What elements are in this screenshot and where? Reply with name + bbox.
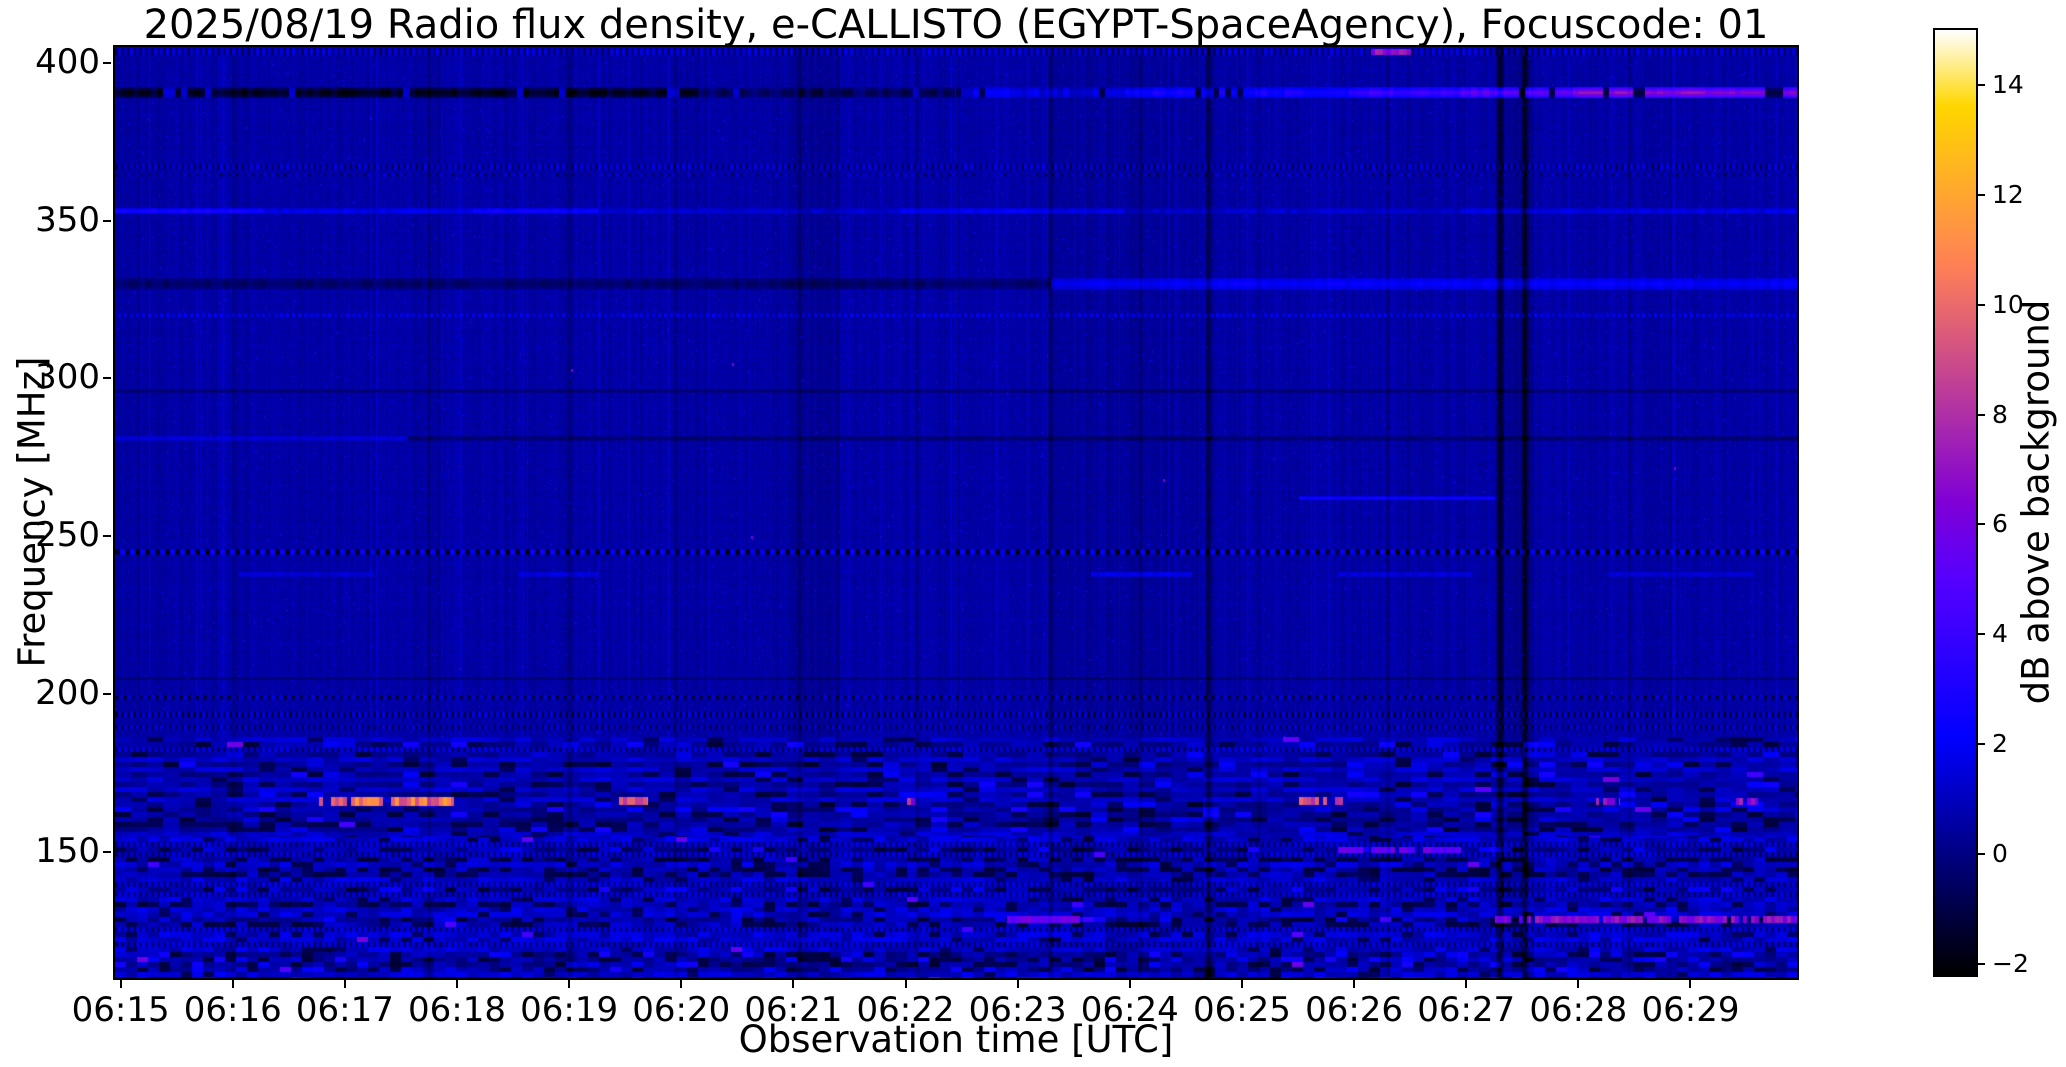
y-tick-mark [103, 535, 111, 538]
x-tick-mark [568, 980, 571, 988]
x-tick-mark [343, 980, 346, 988]
x-tick-mark [231, 980, 234, 988]
x-tick-mark [680, 980, 683, 988]
x-tick-label: 06:22 [856, 990, 955, 1030]
colorbar-tick-label: −2 [1992, 949, 2029, 978]
y-tick-mark [103, 377, 111, 380]
x-tick-label: 06:19 [520, 990, 619, 1030]
spectrogram-canvas [115, 47, 1797, 978]
colorbar-tick-label: 2 [1992, 729, 2008, 759]
colorbar-tick-label: 0 [1992, 839, 2008, 869]
y-tick-label: 300 [35, 357, 100, 398]
x-tick-mark [1353, 980, 1356, 988]
colorbar-canvas [1935, 30, 1976, 975]
x-tick-mark [1016, 980, 1019, 988]
x-tick-label: 06:25 [1192, 990, 1291, 1030]
y-tick-label: 200 [35, 672, 100, 713]
plot-area [113, 45, 1799, 980]
colorbar [1933, 28, 1978, 977]
x-tick-label: 06:23 [968, 990, 1067, 1030]
colorbar-tick-mark [1978, 963, 1985, 965]
x-tick-mark [456, 980, 458, 988]
x-axis-label: Observation time [UTC] [738, 1018, 1174, 1061]
x-tick-label: 06:16 [183, 990, 282, 1030]
x-tick-label: 06:18 [408, 990, 506, 1030]
y-tick-mark [103, 850, 111, 853]
x-tick-label: 06:27 [1417, 990, 1516, 1030]
x-tick-label: 06:24 [1080, 990, 1179, 1030]
colorbar-tick-label: 10 [1992, 289, 2024, 319]
colorbar-tick-mark [1978, 853, 1985, 856]
colorbar-tick-label: 12 [1992, 179, 2024, 209]
colorbar-tick-mark [1978, 633, 1985, 636]
x-tick-label: 06:29 [1641, 990, 1740, 1030]
colorbar-tick-label: 14 [1992, 69, 2024, 99]
x-tick-label: 06:17 [295, 990, 394, 1030]
y-tick-label: 150 [35, 830, 100, 871]
y-axis-label: Frequency [MHz] [10, 356, 54, 668]
x-tick-mark [792, 980, 795, 988]
colorbar-tick-mark [1978, 193, 1985, 196]
x-tick-label: 06:20 [632, 990, 731, 1030]
colorbar-tick-mark [1978, 523, 1985, 526]
y-tick-label: 350 [35, 199, 100, 240]
x-tick-mark [904, 980, 907, 988]
colorbar-tick-label: 4 [1992, 619, 2008, 649]
chart-title: 2025/08/19 Radio flux density, e-CALLIST… [143, 2, 1769, 48]
x-tick-mark [1689, 980, 1692, 988]
colorbar-tick-mark [1978, 413, 1985, 416]
x-tick-label: 06:15 [71, 990, 170, 1030]
y-tick-label: 400 [35, 41, 100, 82]
x-tick-mark [1465, 980, 1468, 988]
y-tick-mark [103, 219, 111, 222]
y-tick-mark [103, 692, 111, 695]
colorbar-tick-mark [1978, 743, 1985, 746]
x-tick-label: 06:21 [744, 990, 843, 1030]
x-tick-mark [1128, 980, 1131, 988]
x-tick-label: 06:28 [1529, 990, 1628, 1030]
x-tick-label: 06:26 [1305, 990, 1404, 1030]
colorbar-tick-mark [1978, 83, 1985, 86]
colorbar-tick-label: 8 [1992, 399, 2008, 429]
colorbar-tick-mark [1978, 303, 1985, 306]
y-tick-label: 250 [35, 515, 100, 556]
x-tick-mark [119, 980, 122, 988]
x-tick-mark [1240, 980, 1243, 988]
y-tick-mark [103, 61, 111, 64]
x-tick-mark [1577, 980, 1580, 988]
colorbar-label: dB above background [2014, 299, 2058, 705]
colorbar-tick-label: 6 [1992, 509, 2008, 539]
